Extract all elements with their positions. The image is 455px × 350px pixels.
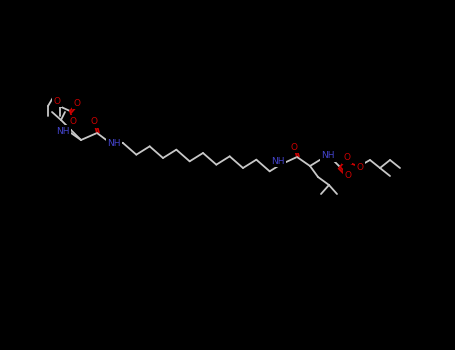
Text: O: O	[344, 154, 350, 162]
Text: NH: NH	[107, 139, 121, 147]
Text: O: O	[357, 162, 364, 172]
Text: O: O	[70, 117, 76, 126]
Text: O: O	[54, 97, 61, 105]
Text: O: O	[91, 118, 97, 126]
Text: NH: NH	[56, 126, 70, 135]
Text: O: O	[344, 170, 352, 180]
Text: NH: NH	[271, 156, 285, 166]
Text: O: O	[290, 142, 298, 152]
Text: O: O	[74, 98, 81, 107]
Text: NH: NH	[321, 152, 335, 161]
